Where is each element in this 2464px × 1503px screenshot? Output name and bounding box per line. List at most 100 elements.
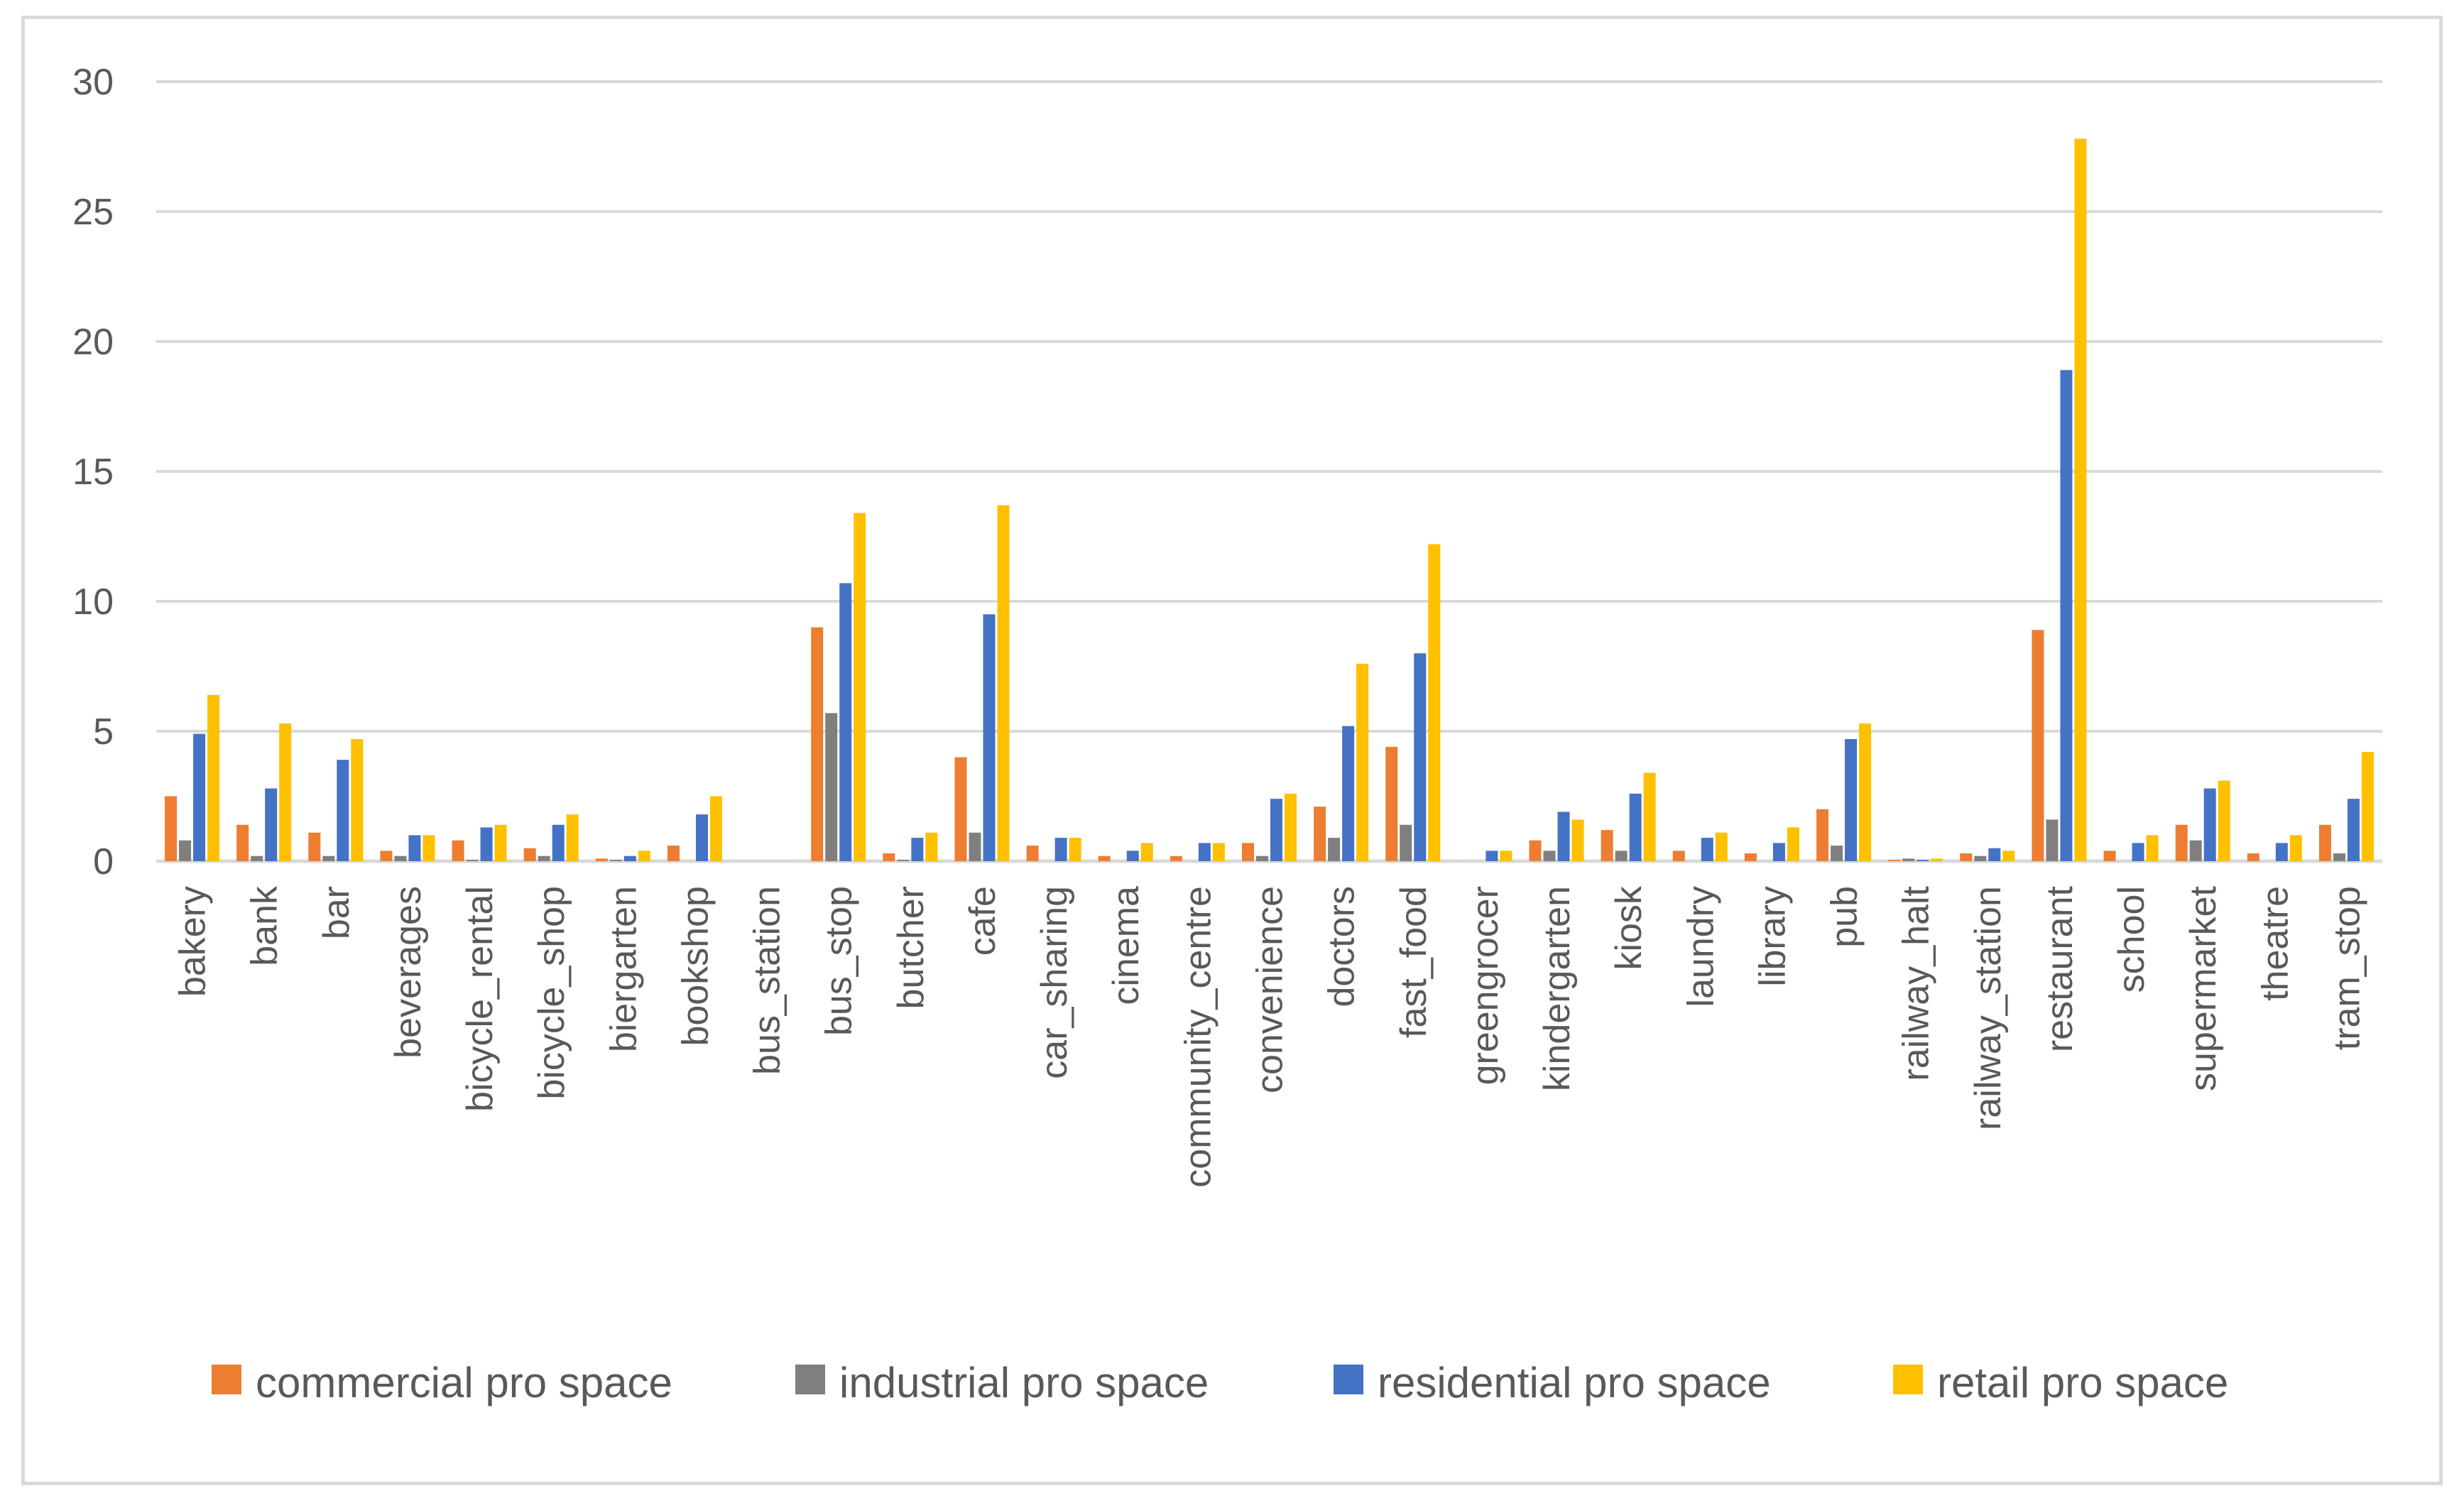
- bar-railway_halt-residential-pro-space: [1917, 860, 1929, 861]
- bar-bus_stop-commercial-pro-space: [811, 627, 824, 861]
- bar-bookshop-retail-pro-space: [709, 796, 722, 861]
- bar-bakery-retail-pro-space: [207, 694, 220, 861]
- x-tick-label: kiosk: [1608, 885, 1650, 970]
- x-tick-label: convenience: [1250, 886, 1291, 1093]
- bar-bank-commercial-pro-space: [236, 824, 249, 861]
- bar-bus_stop-retail-pro-space: [854, 513, 866, 861]
- bar-kindergarten-residential-pro-space: [1557, 811, 1570, 861]
- bar-beverages-industrial-pro-space: [394, 856, 407, 861]
- bar-fast_food-commercial-pro-space: [1385, 746, 1398, 861]
- bar-railway_halt-commercial-pro-space: [1888, 860, 1901, 861]
- bar-bicycle_rental-residential-pro-space: [480, 827, 493, 861]
- bar-railway_station-residential-pro-space: [1988, 848, 2001, 861]
- bar-convenience-commercial-pro-space: [1242, 843, 1254, 861]
- bar-bank-industrial-pro-space: [251, 856, 263, 861]
- bar-theatre-residential-pro-space: [2275, 843, 2288, 861]
- bar-bicycle_rental-retail-pro-space: [494, 824, 507, 861]
- bar-bus_stop-residential-pro-space: [839, 583, 852, 861]
- bar-school-residential-pro-space: [2132, 843, 2144, 861]
- bar-bus_stop-industrial-pro-space: [825, 713, 838, 861]
- bar-railway_halt-industrial-pro-space: [1902, 858, 1915, 861]
- bar-community_centre-retail-pro-space: [1212, 843, 1225, 861]
- bar-supermarket-industrial-pro-space: [2189, 840, 2202, 861]
- bar-greengrocer-retail-pro-space: [1500, 851, 1512, 861]
- bar-school-commercial-pro-space: [2103, 851, 2116, 861]
- bar-theatre-commercial-pro-space: [2247, 853, 2259, 861]
- x-tick-label: supermarket: [2183, 885, 2224, 1091]
- y-tick-label: 0: [93, 841, 114, 882]
- bar-kiosk-industrial-pro-space: [1615, 851, 1628, 861]
- bar-biergarten-industrial-pro-space: [609, 860, 622, 861]
- x-tick-label: bakery: [173, 886, 214, 997]
- bar-bakery-residential-pro-space: [193, 733, 206, 861]
- bar-bookshop-residential-pro-space: [695, 814, 708, 861]
- x-tick-label: bank: [244, 885, 285, 966]
- bar-pub-residential-pro-space: [1845, 738, 1858, 861]
- bar-kiosk-retail-pro-space: [1643, 772, 1656, 861]
- bar-beverages-commercial-pro-space: [380, 851, 393, 861]
- bar-laundry-residential-pro-space: [1701, 838, 1713, 861]
- bar-restaurant-residential-pro-space: [2060, 370, 2073, 861]
- bar-theatre-retail-pro-space: [2289, 835, 2302, 861]
- bar-car_sharing-commercial-pro-space: [1026, 846, 1039, 861]
- bars: [165, 138, 2374, 861]
- x-tick-label: bus_stop: [819, 886, 860, 1036]
- x-tick-label: greengrocer: [1465, 886, 1506, 1085]
- x-tick-label: bus_station: [747, 886, 788, 1075]
- x-tick-label: doctors: [1321, 886, 1363, 1007]
- legend-swatch: [1893, 1365, 1923, 1394]
- x-tick-label: laundry: [1680, 886, 1721, 1007]
- x-tick-label: school: [2111, 886, 2152, 993]
- bar-bicycle_shop-retail-pro-space: [566, 814, 579, 861]
- bar-cafe-retail-pro-space: [997, 505, 1010, 861]
- bar-doctors-residential-pro-space: [1342, 726, 1355, 861]
- bar-bicycle_shop-industrial-pro-space: [538, 856, 550, 861]
- x-tick-label: pub: [1824, 886, 1865, 948]
- bar-tram_stop-commercial-pro-space: [2318, 824, 2331, 861]
- y-tick-label: 20: [72, 322, 114, 363]
- y-tick-label: 5: [93, 711, 114, 753]
- bar-cinema-commercial-pro-space: [1098, 856, 1111, 861]
- bar-supermarket-commercial-pro-space: [2175, 824, 2188, 861]
- bar-tram_stop-industrial-pro-space: [2333, 853, 2345, 861]
- bar-library-residential-pro-space: [1772, 843, 1785, 861]
- bar-railway_station-retail-pro-space: [2002, 851, 2015, 861]
- bar-kindergarten-retail-pro-space: [1571, 819, 1584, 861]
- bar-pub-industrial-pro-space: [1831, 846, 1843, 861]
- legend-label: commercial pro space: [256, 1359, 672, 1406]
- bar-pub-retail-pro-space: [1859, 723, 1872, 861]
- bar-biergarten-retail-pro-space: [638, 851, 650, 861]
- bar-cinema-residential-pro-space: [1126, 851, 1139, 861]
- x-tick-label: railway_halt: [1896, 885, 1937, 1081]
- bar-biergarten-residential-pro-space: [623, 856, 636, 861]
- x-tick-label: butcher: [890, 886, 932, 1009]
- bar-butcher-industrial-pro-space: [897, 860, 910, 861]
- bar-doctors-commercial-pro-space: [1314, 807, 1326, 861]
- bar-fast_food-industrial-pro-space: [1400, 824, 1412, 861]
- x-tick-label: kindergarten: [1537, 886, 1578, 1091]
- bar-butcher-residential-pro-space: [911, 838, 924, 861]
- bar-convenience-retail-pro-space: [1285, 793, 1297, 861]
- x-tick-label: railway_station: [1968, 886, 2009, 1130]
- bar-greengrocer-residential-pro-space: [1486, 851, 1498, 861]
- bar-kindergarten-industrial-pro-space: [1543, 851, 1556, 861]
- bar-laundry-retail-pro-space: [1715, 832, 1728, 861]
- bar-bakery-industrial-pro-space: [179, 840, 192, 861]
- bar-kindergarten-commercial-pro-space: [1529, 840, 1542, 861]
- bar-cafe-residential-pro-space: [983, 614, 996, 861]
- x-tick-label: theatre: [2255, 886, 2296, 1001]
- legend: commercial pro space industrial pro space…: [212, 1359, 2228, 1406]
- bar-bicycle_rental-commercial-pro-space: [452, 840, 464, 861]
- bar-pub-commercial-pro-space: [1816, 809, 1829, 861]
- bar-cafe-industrial-pro-space: [969, 832, 981, 861]
- y-tick-label: 30: [72, 62, 114, 103]
- bar-beverages-retail-pro-space: [423, 835, 435, 861]
- bar-kiosk-commercial-pro-space: [1601, 830, 1613, 861]
- x-tick-label: bicycle_shop: [531, 886, 572, 1100]
- x-tick-label: bookshop: [675, 886, 716, 1046]
- x-tick-label: cinema: [1106, 886, 1147, 1005]
- x-tick-label: community_centre: [1177, 886, 1219, 1188]
- y-tick-label: 15: [72, 452, 114, 493]
- bar-bar-residential-pro-space: [337, 760, 349, 861]
- bar-bicycle_shop-commercial-pro-space: [523, 848, 536, 861]
